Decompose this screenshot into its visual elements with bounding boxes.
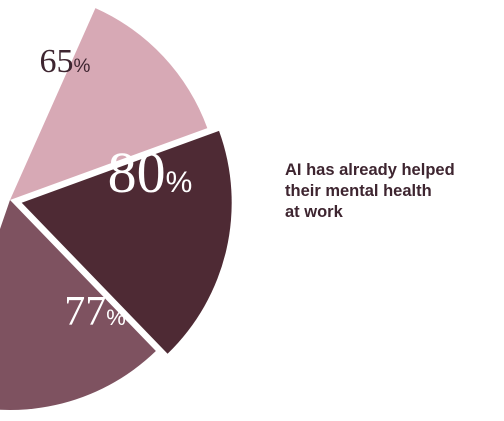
slice-unit-65: % — [74, 56, 91, 77]
slice-label-80: 80% — [108, 140, 193, 205]
pie-slice-65 — [10, 8, 208, 200]
highlight-annotation: AI has already helped their mental healt… — [285, 160, 495, 223]
slice-unit-80: % — [166, 166, 193, 199]
annotation-line-3: at work — [285, 203, 343, 221]
annotation-line-1: AI has already helped — [285, 161, 455, 179]
pie-slice-77 — [0, 200, 156, 410]
slice-value-65: 65 — [40, 43, 74, 80]
annotation-line-2: their mental health — [285, 182, 432, 200]
slice-value-77: 77 — [64, 289, 106, 335]
slice-value-80: 80 — [108, 140, 166, 205]
pie-slice-80 — [21, 130, 232, 354]
slice-label-77: 77% — [64, 289, 126, 335]
slice-unit-77: % — [106, 305, 126, 330]
slice-label-65: 65% — [40, 43, 91, 80]
